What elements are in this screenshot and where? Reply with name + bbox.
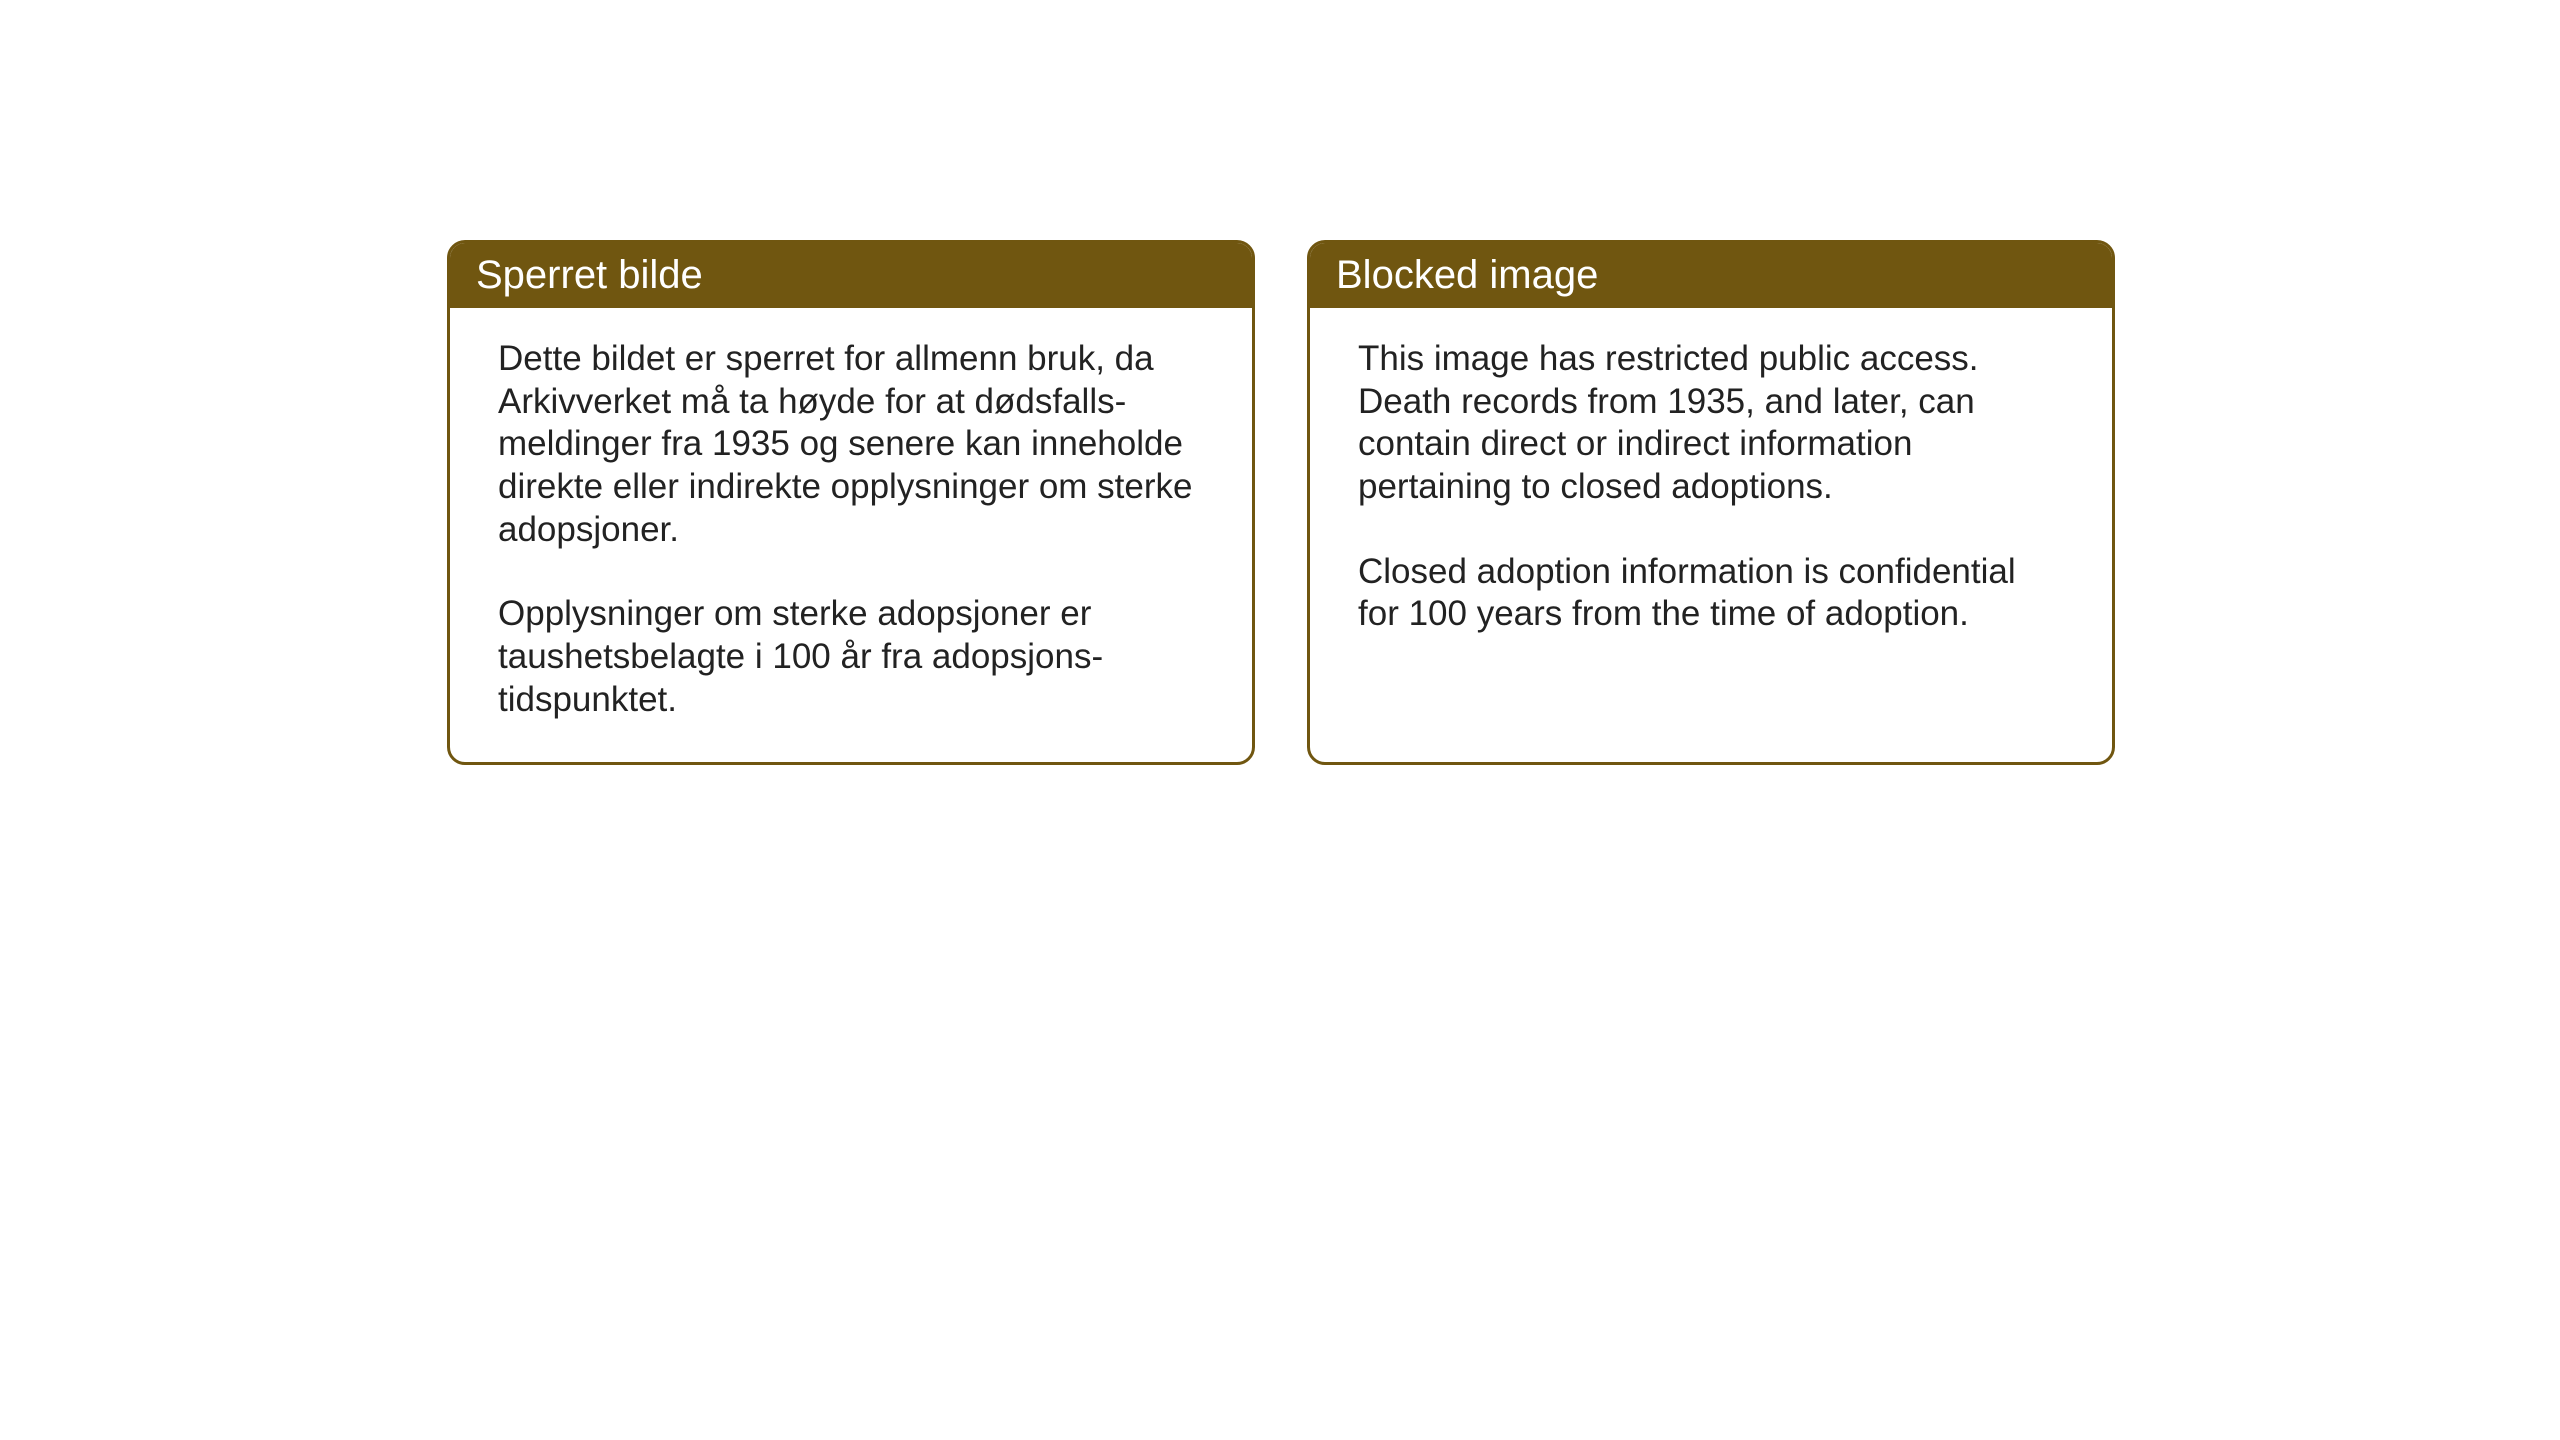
card-header-norwegian: Sperret bilde (450, 243, 1252, 308)
card-paragraph-english-2: Closed adoption information is confident… (1358, 551, 2064, 636)
card-body-norwegian: Dette bildet er sperret for allmenn bruk… (450, 308, 1252, 762)
cards-container: Sperret bilde Dette bildet er sperret fo… (447, 240, 2115, 765)
card-header-english: Blocked image (1310, 243, 2112, 308)
card-paragraph-norwegian-1: Dette bildet er sperret for allmenn bruk… (498, 338, 1204, 551)
card-title-norwegian: Sperret bilde (476, 253, 703, 297)
card-title-english: Blocked image (1336, 253, 1598, 297)
card-english: Blocked image This image has restricted … (1307, 240, 2115, 765)
card-paragraph-norwegian-2: Opplysninger om sterke adopsjoner er tau… (498, 593, 1204, 721)
card-norwegian: Sperret bilde Dette bildet er sperret fo… (447, 240, 1255, 765)
card-paragraph-english-1: This image has restricted public access.… (1358, 338, 2064, 509)
card-body-english: This image has restricted public access.… (1310, 308, 2112, 708)
